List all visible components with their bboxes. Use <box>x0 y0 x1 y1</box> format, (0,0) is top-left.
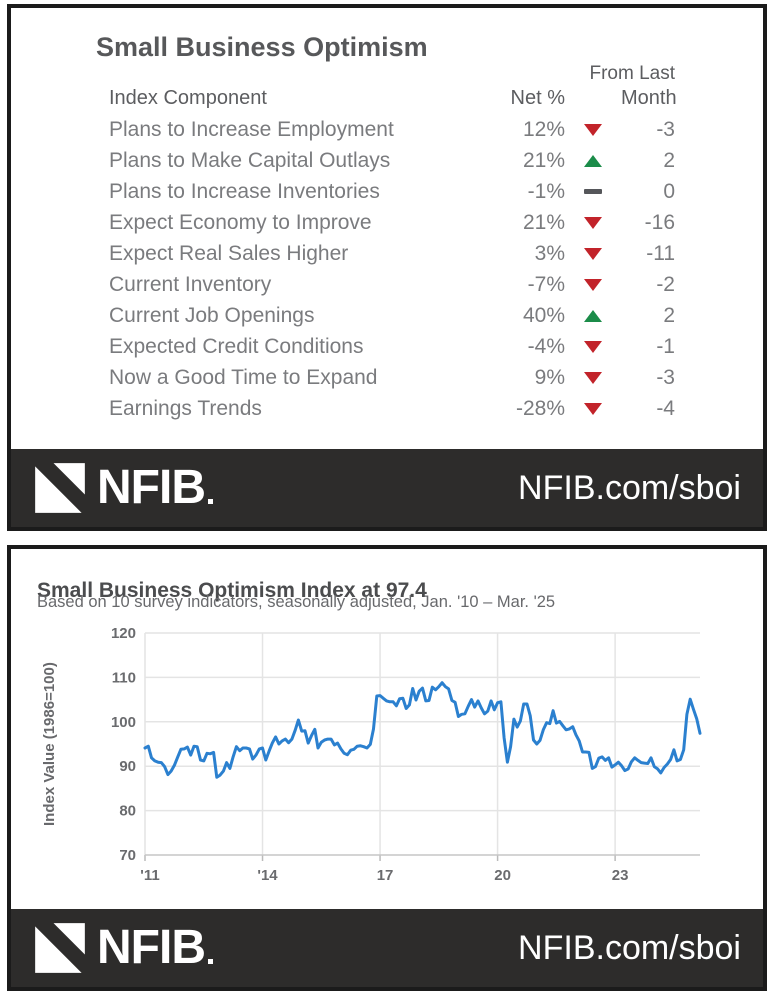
footer-bar: NFIB NFIB.com/sboi <box>11 449 763 527</box>
net-percent-value: -1% <box>527 179 565 203</box>
down-arrow-icon <box>584 402 602 415</box>
down-arrow-icon <box>584 216 602 229</box>
chart-subtitle: Based on 10 survey indicators, seasonall… <box>37 593 556 611</box>
nfib-trademark-dot <box>207 958 213 964</box>
chart-title: Small Business Optimism Index at 97.4 <box>37 579 427 603</box>
nfib-trademark-dot <box>207 498 213 504</box>
net-percent-value: 3% <box>534 241 565 265</box>
change-value: -11 <box>646 241 675 265</box>
down-arrow-icon <box>584 371 602 384</box>
table-row: Plans to Increase Inventories -1% 0 <box>109 176 675 207</box>
table-header-row: Index Component Net % Month <box>109 87 677 110</box>
change-value: -1 <box>656 334 675 358</box>
net-percent-value: 21% <box>522 210 565 234</box>
svg-text:70: 70 <box>119 847 136 864</box>
svg-text:'11: '11 <box>140 867 159 884</box>
table-row: Expected Credit Conditions -4% -1 <box>109 331 675 362</box>
component-label: Plans to Increase Inventories <box>109 179 380 203</box>
table-row: Plans to Make Capital Outlays 21% 2 <box>109 145 675 176</box>
component-label: Earnings Trends <box>109 396 262 420</box>
change-value: -3 <box>656 117 675 141</box>
nfib-logo-icon <box>35 463 85 513</box>
table-row: Expect Economy to Improve 21% -16 <box>109 207 675 238</box>
nfib-logo-icon <box>35 923 85 973</box>
change-value: 2 <box>663 148 675 172</box>
footer-url[interactable]: NFIB.com/sboi <box>518 469 741 507</box>
change-value: -4 <box>656 396 675 420</box>
net-percent-value: 21% <box>522 148 565 172</box>
net-percent-value: -7% <box>527 272 565 296</box>
net-percent-value: 40% <box>522 303 565 327</box>
table-row: Expect Real Sales Higher 3% -11 <box>109 238 675 269</box>
change-value: -16 <box>644 210 675 234</box>
component-label: Current Job Openings <box>109 303 315 327</box>
down-arrow-icon <box>584 123 602 136</box>
change-value: 0 <box>663 179 675 203</box>
optimism-table-panel: Small Business Optimism From Last Index … <box>7 4 767 531</box>
svg-text:17: 17 <box>377 867 394 884</box>
component-label: Expect Economy to Improve <box>109 210 372 234</box>
component-label: Now a Good Time to Expand <box>109 365 378 389</box>
component-label: Expect Real Sales Higher <box>109 241 349 265</box>
net-percent-value: 12% <box>522 117 565 141</box>
nfib-wordmark: NFIB <box>97 461 206 514</box>
component-label: Plans to Increase Employment <box>109 117 394 141</box>
svg-text:110: 110 <box>112 669 136 686</box>
svg-text:'14: '14 <box>257 867 278 884</box>
svg-text:20: 20 <box>494 867 511 884</box>
svg-text:90: 90 <box>119 758 136 775</box>
down-arrow-icon <box>584 278 602 291</box>
svg-text:23: 23 <box>612 867 629 884</box>
svg-text:120: 120 <box>111 625 136 642</box>
footer-bar: NFIB NFIB.com/sboi <box>11 909 763 987</box>
table-row: Plans to Increase Employment 12% -3 <box>109 114 675 145</box>
up-arrow-icon <box>584 154 602 167</box>
column-header-component: Index Component <box>109 87 267 109</box>
optimism-chart-panel: Small Business Optimism Index at 97.4 Ba… <box>7 545 767 991</box>
down-arrow-icon <box>584 247 602 260</box>
footer-url[interactable]: NFIB.com/sboi <box>518 929 741 967</box>
table-row: Current Job Openings 40% 2 <box>109 300 675 331</box>
change-value: -3 <box>656 365 675 389</box>
svg-text:80: 80 <box>119 803 136 820</box>
down-arrow-icon <box>584 340 602 353</box>
component-label: Current Inventory <box>109 272 272 296</box>
column-header-from-last: From Last <box>589 63 675 84</box>
nfib-wordmark: NFIB <box>97 921 206 974</box>
change-value: 2 <box>663 303 675 327</box>
panel-title: Small Business Optimism <box>96 32 428 63</box>
table-row: Now a Good Time to Expand 9% -3 <box>109 362 675 393</box>
component-table: Plans to Increase Employment 12% -3 Plans t… <box>109 114 675 424</box>
change-value: -2 <box>656 272 675 296</box>
component-label: Plans to Make Capital Outlays <box>109 148 391 172</box>
component-label: Expected Credit Conditions <box>109 334 364 358</box>
y-axis-title: Index Value (1986=100) <box>41 662 58 826</box>
table-row: Earnings Trends -28% -4 <box>109 393 675 424</box>
net-percent-value: -4% <box>527 334 565 358</box>
optimism-line-chart: '11 '14 17 20 23 120 110 100 90 80 70 <box>111 625 702 884</box>
up-arrow-icon <box>584 309 602 322</box>
column-header-month: Month <box>621 87 677 109</box>
net-percent-value: -28% <box>515 396 565 420</box>
flat-arrow-icon <box>584 189 602 194</box>
column-header-net: Net % <box>510 87 565 109</box>
table-row: Current Inventory -7% -2 <box>109 269 675 300</box>
net-percent-value: 9% <box>534 365 565 389</box>
svg-text:100: 100 <box>111 714 136 731</box>
